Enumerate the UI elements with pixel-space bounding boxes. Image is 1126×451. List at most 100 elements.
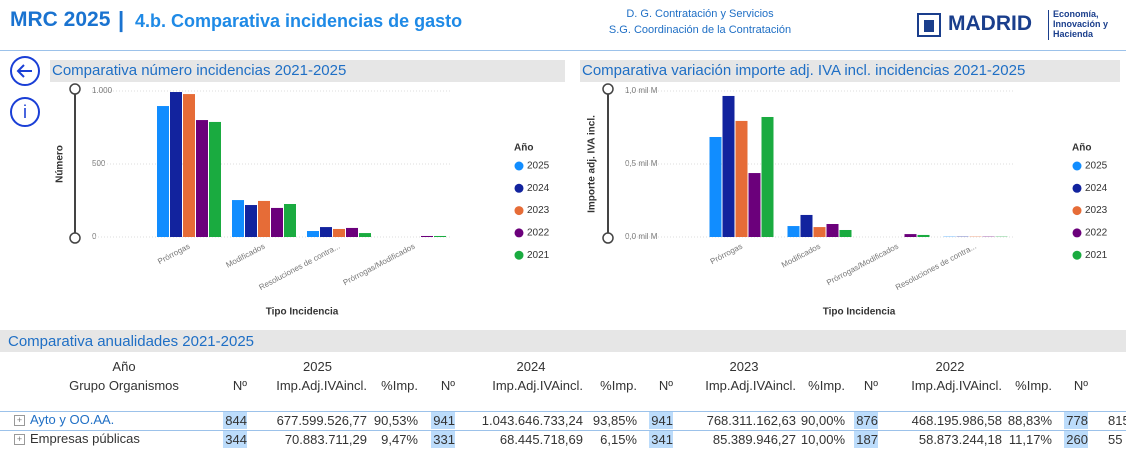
table-cell: 941 bbox=[433, 413, 455, 428]
title-separator: | bbox=[118, 7, 125, 32]
table-cell: 677.599.526,77 bbox=[276, 413, 367, 428]
bar bbox=[258, 200, 270, 237]
column-header: Nº bbox=[863, 378, 878, 393]
year-label: 2025 bbox=[303, 359, 332, 374]
column-header: Imp.Adj.IVAincl. bbox=[911, 378, 1002, 393]
column-header: %Imp. bbox=[381, 378, 418, 393]
x-tick-label: Prórrogas/Modificados bbox=[342, 242, 417, 288]
slider-handle bbox=[602, 232, 614, 244]
legend-label: 2024 bbox=[527, 183, 550, 194]
table-cell: 260 bbox=[1066, 432, 1088, 447]
bar bbox=[271, 207, 283, 237]
legend-swatch bbox=[1072, 228, 1082, 238]
bar bbox=[709, 136, 722, 237]
logo-icon bbox=[917, 13, 941, 37]
column-header: Nº bbox=[658, 378, 673, 393]
column-header: Nº bbox=[440, 378, 455, 393]
data-bar-bg bbox=[223, 431, 247, 448]
bar bbox=[196, 120, 208, 237]
legend-label: 2021 bbox=[527, 250, 550, 261]
data-bar-bg bbox=[223, 412, 247, 429]
bar bbox=[209, 121, 221, 237]
bar bbox=[748, 173, 761, 237]
selected-row bbox=[0, 411, 1126, 431]
chart-title: Comparativa variación importe adj. IVA i… bbox=[582, 62, 1025, 79]
table-cell: 768.311.162,63 bbox=[706, 413, 796, 428]
bar bbox=[813, 227, 826, 237]
legend-label: 2025 bbox=[527, 161, 550, 172]
legend-label: 2022 bbox=[527, 228, 550, 239]
table-cell: 55 bbox=[1108, 432, 1123, 447]
table-cell: 815 bbox=[1108, 413, 1126, 428]
table-cell: 331 bbox=[433, 432, 455, 447]
legend-label: 2025 bbox=[1085, 161, 1108, 172]
column-header: %Imp. bbox=[1015, 378, 1052, 393]
table-cell: 93,85% bbox=[592, 413, 637, 428]
bar bbox=[826, 224, 839, 237]
table-cell: 187 bbox=[856, 432, 878, 447]
dept-line: Hacienda bbox=[1053, 29, 1094, 39]
bar bbox=[307, 231, 319, 237]
table-cell: 85.389.946,27 bbox=[712, 432, 796, 447]
bar bbox=[232, 200, 244, 237]
year-label: 2024 bbox=[516, 359, 546, 374]
logo-dept: Economía, Innovación y Hacienda bbox=[1053, 9, 1108, 39]
report-title: MRC 2025 bbox=[10, 8, 111, 31]
bar bbox=[284, 204, 296, 237]
data-bar-bg bbox=[431, 412, 455, 429]
expand-icon[interactable]: + bbox=[14, 415, 25, 426]
table-cell: 70.883.711,29 bbox=[284, 432, 367, 447]
data-bar-bg bbox=[649, 412, 673, 429]
table-cell: 10,00% bbox=[800, 432, 845, 447]
column-header: Imp.Adj.IVAincl. bbox=[705, 378, 796, 393]
legend-title: Año bbox=[1072, 143, 1091, 154]
panel-header bbox=[0, 330, 1126, 352]
expand-icon[interactable]: + bbox=[14, 434, 25, 445]
table-cell: 90,00% bbox=[800, 413, 845, 428]
bar bbox=[170, 92, 182, 237]
bar bbox=[735, 120, 748, 237]
bar bbox=[183, 94, 195, 237]
legend-swatch bbox=[514, 228, 524, 238]
year-header: Año bbox=[112, 359, 136, 374]
bar bbox=[787, 226, 800, 237]
legend-label: 2023 bbox=[1085, 205, 1108, 216]
bar bbox=[434, 235, 446, 237]
x-tick-label: Resoluciones de contra... bbox=[894, 242, 978, 292]
legend-swatch bbox=[1072, 250, 1082, 260]
year-label: 2022 bbox=[935, 359, 965, 374]
legend-swatch bbox=[1072, 161, 1082, 171]
bar bbox=[761, 116, 774, 237]
dept-line: Economía, bbox=[1053, 9, 1099, 19]
legend-label: 2023 bbox=[527, 205, 550, 216]
legend-swatch bbox=[1072, 206, 1082, 216]
y-axis-title: Importe adj. IVA incl. bbox=[587, 115, 598, 213]
back-button[interactable] bbox=[10, 56, 40, 86]
back-arrow bbox=[16, 64, 32, 78]
info-button[interactable] bbox=[10, 97, 40, 127]
org-line: D. G. Contratación y Servicios bbox=[626, 8, 774, 20]
data-bar-bg bbox=[854, 431, 878, 448]
table-cell: 68.445.718,69 bbox=[499, 432, 583, 447]
table-cell: 941 bbox=[651, 413, 673, 428]
x-axis-title: Tipo Incidencia bbox=[266, 307, 339, 318]
legend-swatch bbox=[1072, 183, 1082, 193]
row-label: Ayto y OO.AA. bbox=[30, 412, 115, 427]
bar bbox=[800, 214, 813, 237]
table-cell: 778 bbox=[1066, 413, 1088, 428]
logo-text: MADRID bbox=[948, 12, 1032, 35]
column-header: Nº bbox=[1073, 378, 1088, 393]
y-tick-label: 1.000 bbox=[92, 86, 113, 95]
report-subtitle: 4.b. Comparativa incidencias de gasto bbox=[135, 11, 463, 31]
info-glyph: i bbox=[23, 102, 27, 122]
legend-swatch bbox=[514, 206, 524, 216]
table-cell: 844 bbox=[225, 413, 247, 428]
table-cell: 9,47% bbox=[381, 432, 418, 447]
x-tick-label: Prórrogas bbox=[156, 242, 191, 266]
legend-swatch bbox=[514, 183, 524, 193]
bar bbox=[904, 234, 917, 237]
bar bbox=[157, 106, 169, 238]
column-header: Imp bbox=[1110, 378, 1126, 393]
legend-label: 2021 bbox=[1085, 250, 1108, 261]
